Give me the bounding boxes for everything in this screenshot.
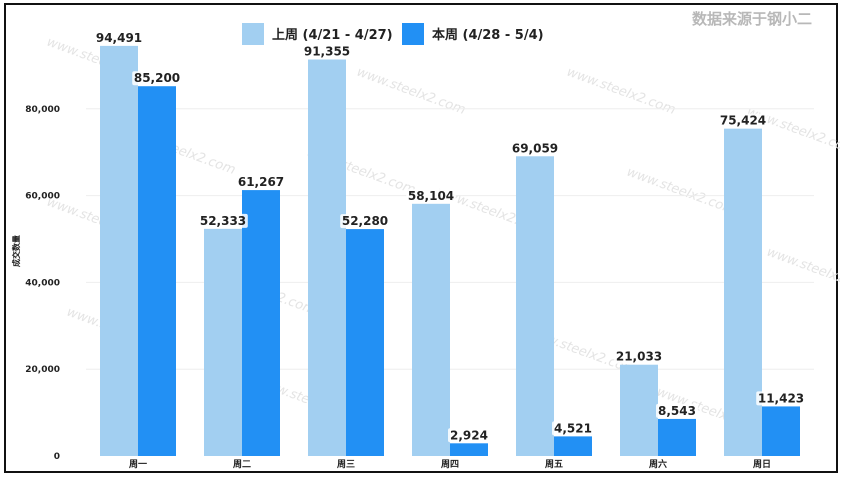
y-tick-label: 60,000: [25, 192, 60, 202]
data-labels: 94,491 85,200 52,333 61,267 91,355 52,280 58,1…: [94, 30, 806, 443]
x-tick-label: 周三: [337, 459, 355, 470]
data-label-background: [94, 30, 144, 45]
bar-this-week: [450, 443, 488, 456]
data-label: 52,333: [200, 214, 246, 228]
data-label: 69,059: [512, 141, 558, 155]
data-label-background: [552, 421, 594, 436]
data-label-background: [510, 141, 560, 156]
data-label: 75,424: [720, 114, 766, 128]
data-label: 4,521: [554, 421, 592, 435]
source-watermark: 数据来源于钢小二: [692, 10, 812, 28]
background-watermark-text: www.steelx2.com: [565, 65, 678, 118]
data-label: 85,200: [134, 71, 180, 85]
bar-last-week: [100, 45, 138, 456]
x-tick-label: 周日: [753, 459, 771, 470]
bar-this-week: [554, 436, 592, 456]
x-tick-label: 周二: [233, 459, 251, 470]
bar-last-week: [412, 203, 450, 456]
data-label: 52,280: [342, 214, 388, 228]
data-label: 8,543: [658, 404, 696, 418]
y-tick-label: 80,000: [25, 105, 60, 115]
data-label-background: [614, 349, 664, 364]
bar-this-week: [242, 190, 280, 456]
legend-label: 本周 (4/28 - 5/4): [432, 27, 544, 43]
data-label: 11,423: [758, 391, 804, 405]
chart-frame: www.steelx2.com www.steelx2.com www.steelx…: [4, 3, 840, 473]
y-tick-label: 0: [54, 452, 60, 462]
x-tick-label: 周一: [129, 459, 147, 470]
bar-chart: www.steelx2.com www.steelx2.com www.steelx…: [11, 10, 840, 470]
bars: [100, 45, 800, 457]
data-label-background: [406, 188, 456, 203]
data-label: 61,267: [238, 175, 284, 189]
data-label: 2,924: [450, 428, 488, 442]
bar-this-week: [138, 86, 176, 457]
y-axis: 0 20,000 40,000 60,000 80,000: [25, 105, 60, 462]
data-label-background: [340, 214, 390, 229]
data-label-background: [302, 44, 352, 59]
legend: 上周 (4/21 - 4/27) 本周 (4/28 - 5/4): [242, 23, 544, 45]
bar-last-week: [724, 128, 762, 456]
legend-label: 上周 (4/21 - 4/27): [272, 28, 393, 43]
data-label: 58,104: [408, 189, 454, 203]
data-label-background: [448, 428, 490, 443]
data-label: 21,033: [616, 350, 662, 364]
bar-this-week: [658, 418, 696, 456]
data-label-background: [198, 213, 248, 228]
x-tick-label: 周五: [545, 459, 563, 470]
bar-this-week: [346, 229, 384, 456]
y-tick-label: 40,000: [25, 278, 60, 288]
x-axis: 周一 周二 周三 周四 周五 周六 周日: [129, 458, 771, 470]
x-tick-label: 周四: [441, 459, 459, 470]
legend-swatch: [402, 23, 424, 45]
x-tick-label: 周六: [649, 458, 667, 470]
bar-last-week: [204, 228, 242, 456]
data-label-background: [132, 71, 182, 86]
bar-last-week: [516, 156, 554, 456]
background-watermark-text: www.steelx2.com: [765, 245, 840, 298]
data-label: 91,355: [304, 45, 350, 59]
background-watermark-text: www.steelx2.com: [625, 165, 738, 218]
y-tick-label: 20,000: [25, 365, 60, 375]
bar-last-week: [620, 364, 658, 456]
data-label: 94,491: [96, 31, 142, 45]
bar-this-week: [762, 406, 800, 456]
y-axis-title: 成交数量: [11, 235, 21, 267]
data-label-background: [656, 403, 698, 418]
background-watermark-text: www.steelx2.com: [355, 65, 468, 118]
legend-swatch: [242, 23, 264, 45]
data-label-background: [236, 175, 286, 190]
data-label-background: [756, 391, 806, 406]
bar-last-week: [308, 59, 346, 457]
data-label-background: [718, 113, 768, 128]
